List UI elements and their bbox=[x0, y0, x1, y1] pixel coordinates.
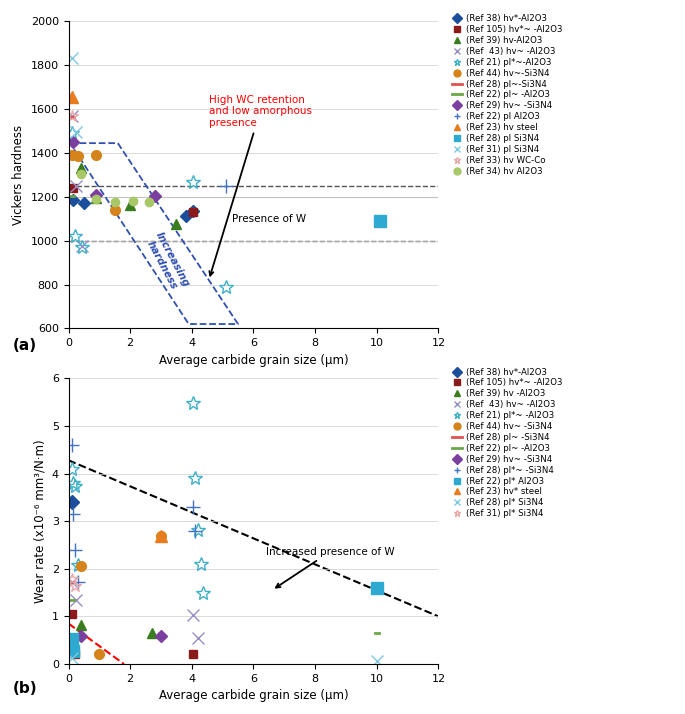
X-axis label: Average carbide grain size (μm): Average carbide grain size (μm) bbox=[159, 353, 348, 367]
X-axis label: Average carbide grain size (μm): Average carbide grain size (μm) bbox=[159, 689, 348, 703]
Text: Increasing
hardness: Increasing hardness bbox=[143, 231, 191, 295]
Text: (b): (b) bbox=[13, 680, 38, 695]
Legend: (Ref 38) hv*-Al2O3, (Ref 105) hv*~ -Al2O3, (Ref 39) hv -Al2O3, (Ref  43) hv~ -Al: (Ref 38) hv*-Al2O3, (Ref 105) hv*~ -Al2O… bbox=[449, 364, 566, 522]
Text: (a): (a) bbox=[13, 338, 37, 353]
Text: High WC retention
and low amorphous
presence: High WC retention and low amorphous pres… bbox=[209, 95, 312, 276]
Y-axis label: Wear rate (x10⁻⁶ mm³/N·m): Wear rate (x10⁻⁶ mm³/N·m) bbox=[33, 439, 46, 603]
Y-axis label: Vickers hardness: Vickers hardness bbox=[12, 125, 25, 225]
Text: Presence of W: Presence of W bbox=[232, 214, 306, 224]
Text: Increased presence of W: Increased presence of W bbox=[266, 546, 395, 588]
Legend: (Ref 38) hv*-Al2O3, (Ref 105) hv*~ -Al2O3, (Ref 39) hv-Al2O3, (Ref  43) hv~ -Al2: (Ref 38) hv*-Al2O3, (Ref 105) hv*~ -Al2O… bbox=[449, 11, 566, 179]
